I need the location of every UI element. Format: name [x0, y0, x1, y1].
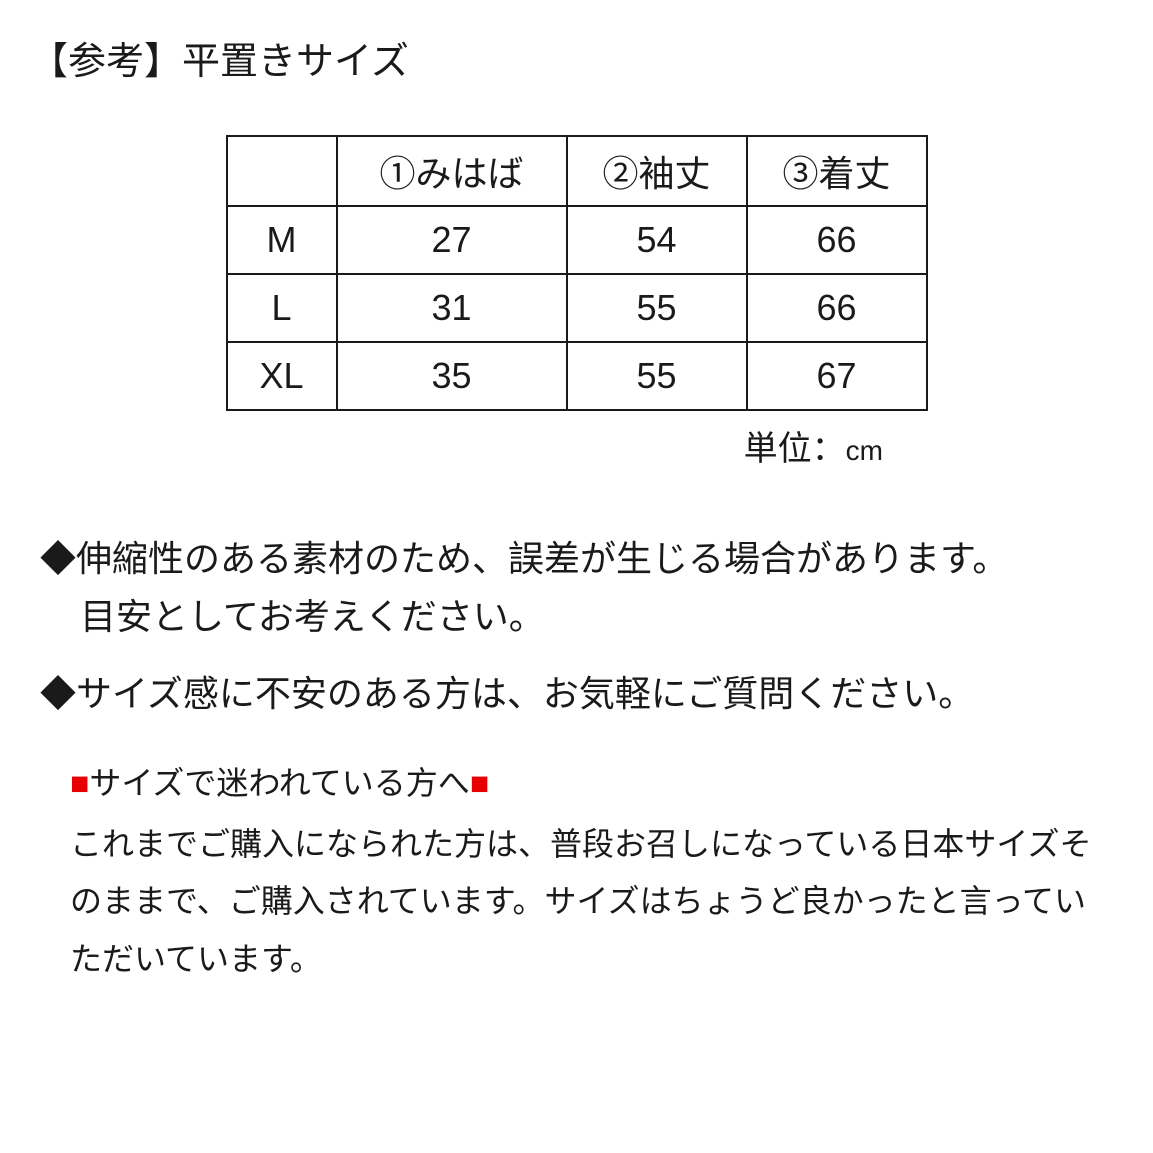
cell-value: 54 — [567, 206, 747, 274]
advice-body: これまでご購入になられた方は、普段お召しになっている日本サイズそのままで、ご購入… — [70, 816, 1113, 989]
cell-value: 67 — [747, 342, 927, 410]
header-cell-sleeve: ②袖丈 — [567, 136, 747, 206]
table-header-row: ①みはば ②袖丈 ③着丈 — [227, 136, 927, 206]
header-cell-blank — [227, 136, 337, 206]
square-icon: ■ — [70, 765, 89, 801]
note-line: 目安としてお考えください。 — [80, 588, 1113, 646]
header-cell-width: ①みはば — [337, 136, 567, 206]
cell-value: 55 — [567, 274, 747, 342]
table-row: M 27 54 66 — [227, 206, 927, 274]
header-cell-length: ③着丈 — [747, 136, 927, 206]
table-row: L 31 55 66 — [227, 274, 927, 342]
advice-section: ■サイズで迷われている方へ■ これまでご購入になられた方は、普段お召しになってい… — [70, 758, 1113, 989]
advice-title: ■サイズで迷われている方へ■ — [70, 758, 1113, 804]
unit-value: cm — [846, 435, 883, 466]
cell-value: 35 — [337, 342, 567, 410]
advice-title-text: サイズで迷われている方へ — [89, 765, 469, 801]
size-label-xl: XL — [227, 342, 337, 410]
size-table-container: ①みはば ②袖丈 ③着丈 M 27 54 66 L 31 55 66 XL 35… — [40, 135, 1113, 411]
size-table: ①みはば ②袖丈 ③着丈 M 27 54 66 L 31 55 66 XL 35… — [226, 135, 928, 411]
note-line: ◆伸縮性のある素材のため、誤差が生じる場合があります。 — [40, 530, 1113, 588]
unit-label: 単位： — [744, 430, 846, 468]
note-line: ◆サイズ感に不安のある方は、お気軽にご質問ください。 — [40, 665, 1113, 723]
cell-value: 31 — [337, 274, 567, 342]
square-icon: ■ — [470, 765, 489, 801]
cell-value: 27 — [337, 206, 567, 274]
page-title: 【参考】平置きサイズ — [30, 30, 1113, 85]
unit-label-row: 単位：cm — [40, 421, 1113, 470]
note-item: ◆伸縮性のある素材のため、誤差が生じる場合があります。 目安としてお考えください… — [40, 530, 1113, 645]
cell-value: 66 — [747, 274, 927, 342]
size-label-m: M — [227, 206, 337, 274]
note-item: ◆サイズ感に不安のある方は、お気軽にご質問ください。 — [40, 665, 1113, 723]
cell-value: 55 — [567, 342, 747, 410]
table-row: XL 35 55 67 — [227, 342, 927, 410]
cell-value: 66 — [747, 206, 927, 274]
notes-section: ◆伸縮性のある素材のため、誤差が生じる場合があります。 目安としてお考えください… — [40, 530, 1113, 723]
size-label-l: L — [227, 274, 337, 342]
